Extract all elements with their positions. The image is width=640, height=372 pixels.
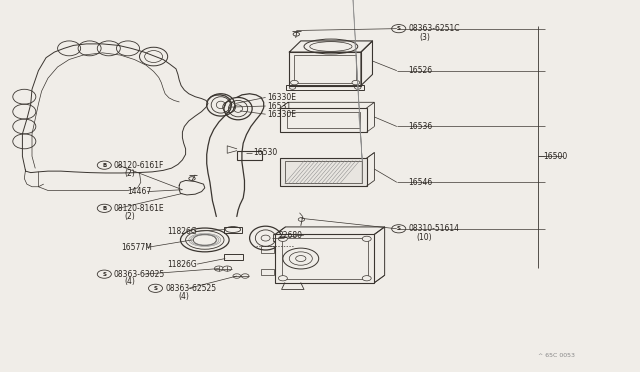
Circle shape: [148, 284, 163, 292]
Text: 11826G: 11826G: [168, 227, 197, 236]
Bar: [224, 227, 242, 232]
Circle shape: [392, 225, 406, 233]
Bar: [286, 85, 364, 90]
Bar: [282, 238, 368, 279]
Text: 16330E: 16330E: [268, 93, 296, 102]
Circle shape: [223, 266, 232, 271]
Circle shape: [362, 236, 371, 241]
Text: 08363-62525: 08363-62525: [165, 284, 216, 293]
Circle shape: [97, 270, 111, 278]
Bar: [224, 254, 243, 260]
Text: S: S: [102, 272, 106, 277]
Text: 22680: 22680: [278, 231, 302, 240]
Text: 16546: 16546: [408, 178, 433, 187]
Text: (3): (3): [419, 33, 430, 42]
Circle shape: [291, 80, 298, 85]
Circle shape: [189, 177, 195, 180]
Circle shape: [352, 80, 360, 85]
Text: 16526: 16526: [408, 66, 433, 75]
Circle shape: [289, 252, 312, 265]
Text: (2): (2): [125, 212, 136, 221]
Circle shape: [392, 25, 406, 33]
Circle shape: [362, 276, 371, 281]
Bar: [275, 234, 374, 283]
Circle shape: [233, 274, 241, 278]
Text: 16530: 16530: [253, 148, 277, 157]
Circle shape: [298, 218, 305, 221]
Text: 08120-8161E: 08120-8161E: [114, 204, 164, 213]
Bar: [289, 52, 361, 86]
Text: 16531: 16531: [268, 102, 292, 110]
Circle shape: [283, 248, 319, 269]
Text: (4): (4): [125, 278, 136, 286]
Text: B: B: [102, 163, 106, 168]
Bar: [280, 108, 367, 132]
Bar: [280, 158, 367, 186]
Circle shape: [214, 266, 223, 271]
Circle shape: [293, 32, 300, 36]
Text: 16500: 16500: [543, 152, 567, 161]
Bar: [285, 161, 362, 183]
Bar: [261, 246, 274, 253]
Text: 08363-63025: 08363-63025: [114, 270, 165, 279]
Bar: [261, 269, 274, 275]
Text: 08310-51614: 08310-51614: [408, 224, 460, 233]
Bar: [237, 151, 262, 160]
Circle shape: [241, 274, 249, 278]
Bar: [273, 234, 284, 241]
Text: 11826G: 11826G: [168, 260, 197, 269]
Text: ^ 65C 0053: ^ 65C 0053: [538, 353, 575, 358]
Bar: [294, 55, 356, 83]
Text: (4): (4): [178, 292, 189, 301]
Circle shape: [97, 204, 111, 212]
Text: 08363-6251C: 08363-6251C: [408, 24, 460, 33]
Text: S: S: [397, 26, 401, 31]
Text: 14467: 14467: [127, 187, 151, 196]
Circle shape: [97, 161, 111, 169]
Text: B: B: [102, 206, 106, 211]
Circle shape: [278, 236, 287, 241]
Circle shape: [278, 276, 287, 281]
Text: S: S: [397, 226, 401, 231]
Text: 16536: 16536: [408, 122, 433, 131]
Text: 16330E: 16330E: [268, 110, 296, 119]
Text: (2): (2): [125, 169, 136, 178]
Text: 08120-6161F: 08120-6161F: [114, 161, 164, 170]
Text: 16577M: 16577M: [122, 243, 152, 252]
Text: S: S: [154, 286, 157, 291]
Bar: [287, 112, 360, 128]
Text: (10): (10): [416, 233, 431, 242]
